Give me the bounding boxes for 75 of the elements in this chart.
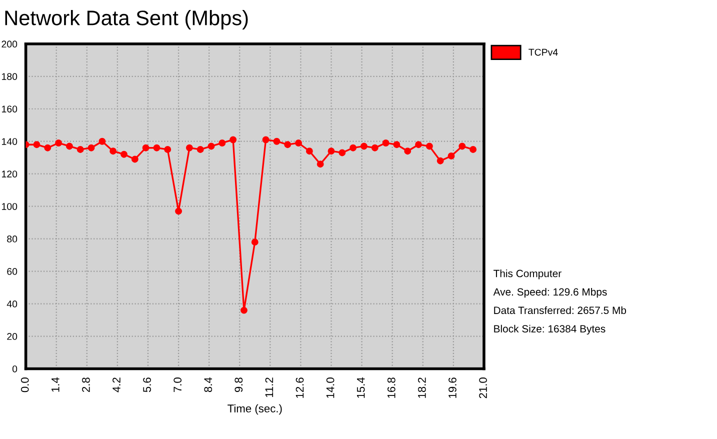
- point: [426, 142, 433, 150]
- y-tick-label: 180: [2, 73, 18, 80]
- y-tick-label: 20: [7, 333, 18, 340]
- x-tick-label: 16.8: [387, 378, 396, 398]
- point: [371, 144, 378, 152]
- point: [142, 144, 150, 152]
- x-tick-label: 7.0: [174, 378, 182, 392]
- point: [404, 148, 412, 155]
- legend-label: TCPv4: [528, 48, 558, 56]
- text: Ave. Speed: 129.6 Mbps: [493, 288, 607, 298]
- point: [328, 148, 335, 155]
- point: [295, 140, 302, 146]
- point: [33, 141, 40, 148]
- point: [350, 144, 357, 152]
- y-tick-label: 40: [6, 300, 18, 308]
- point: [153, 144, 160, 152]
- point: [55, 140, 62, 146]
- point: [76, 146, 84, 153]
- x-tick-label: 1.4: [52, 377, 60, 392]
- x-tick-label: 8.4: [204, 377, 212, 392]
- point: [436, 157, 444, 164]
- point: [262, 136, 270, 144]
- x-tick-label: 0.0: [20, 378, 29, 392]
- point: [338, 149, 346, 156]
- y-tick-label: 100: [2, 203, 18, 210]
- point: [196, 146, 204, 153]
- y-tick-label: 0: [12, 365, 18, 372]
- y-tick-label: 140: [2, 138, 18, 145]
- x-tick-label: 19.6: [448, 378, 456, 398]
- point: [218, 140, 226, 146]
- text: Data Transferred: 2657.5 Mb: [494, 306, 626, 314]
- point: [470, 146, 477, 153]
- point: [360, 142, 368, 150]
- point: [131, 156, 138, 163]
- point: [164, 146, 172, 153]
- point: [382, 140, 390, 146]
- point: [284, 141, 292, 148]
- point: [66, 142, 73, 150]
- point: [110, 148, 117, 155]
- x-tick-label: 2.8: [82, 378, 90, 392]
- x-tick-label: 14.0: [326, 378, 334, 398]
- point: [458, 142, 466, 150]
- y-tick-label: 200: [2, 40, 18, 48]
- point: [251, 238, 258, 246]
- x-axis-title: Time (sec.): [228, 404, 282, 415]
- x-tick-label: 18.2: [418, 378, 426, 398]
- point: [208, 142, 215, 150]
- point: [448, 152, 455, 160]
- y-tick-label: 60: [7, 268, 18, 275]
- x-tick-label: 12.6: [296, 378, 304, 398]
- point: [175, 208, 182, 215]
- x-tick-label: 4.2: [112, 378, 120, 392]
- x-tick-label: 11.2: [265, 378, 274, 398]
- point: [393, 141, 400, 148]
- y-tick-label: 120: [2, 170, 18, 178]
- point: [316, 160, 324, 168]
- text: Block Size: 16384 Bytes: [494, 324, 606, 335]
- point: [44, 144, 52, 152]
- point: [120, 150, 128, 158]
- point: [186, 144, 193, 152]
- y-tick-label: 80: [7, 236, 18, 242]
- text: This Computer: [494, 270, 562, 280]
- point: [273, 138, 280, 145]
- x-tick-label: 15.4: [357, 377, 365, 398]
- point: [98, 138, 106, 145]
- point: [306, 148, 313, 155]
- point: [415, 141, 422, 148]
- y-tick-label: 160: [2, 106, 18, 112]
- x-tick-label: 5.6: [143, 378, 151, 392]
- x-tick-label: 21.0: [479, 378, 487, 398]
- x-tick-label: 9.8: [234, 378, 243, 392]
- point: [240, 306, 248, 314]
- point: [88, 144, 95, 152]
- chart-title: Network Data Sent (Mbps): [5, 10, 248, 30]
- point: [230, 136, 237, 144]
